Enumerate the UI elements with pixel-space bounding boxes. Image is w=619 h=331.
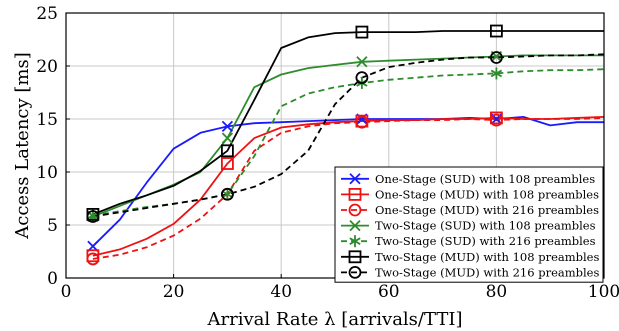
legend: One-Stage (SUD) with 108 preamblesOne-St… <box>335 167 603 282</box>
legend-label-6: Two-Stage (MUD) with 108 preambles <box>375 250 599 264</box>
legend-label-1: One-Stage (SUD) with 108 preambles <box>375 172 595 186</box>
y-axis-label: Access Latency [ms] <box>12 52 33 240</box>
y-tick-label: 15 <box>36 110 58 130</box>
legend-label-3: One-Stage (MUD) with 216 preambles <box>375 203 599 217</box>
legend-label-5: Two-Stage (SUD) with 216 preambles <box>375 234 596 248</box>
legend-label-4: Two-Stage (SUD) with 108 preambles <box>375 219 596 233</box>
x-tick-label: 80 <box>486 282 508 302</box>
y-tick-label: 20 <box>36 57 58 77</box>
y-tick-label: 5 <box>47 216 58 236</box>
legend-label-2: One-Stage (MUD) with 108 preambles <box>375 187 599 201</box>
x-tick-label: 20 <box>163 282 185 302</box>
x-tick-label: 100 <box>588 282 619 302</box>
legend-label-7: Two-Stage (MUD) with 216 preambles <box>375 265 599 279</box>
x-tick-label: 0 <box>61 282 72 302</box>
x-tick-label: 60 <box>378 282 400 302</box>
y-tick-label: 10 <box>36 163 58 183</box>
y-tick-label: 0 <box>47 269 58 289</box>
y-tick-label: 25 <box>36 4 58 24</box>
x-tick-label: 40 <box>270 282 292 302</box>
x-axis-label: Arrival Rate λ [arrivals/TTI] <box>207 309 463 330</box>
